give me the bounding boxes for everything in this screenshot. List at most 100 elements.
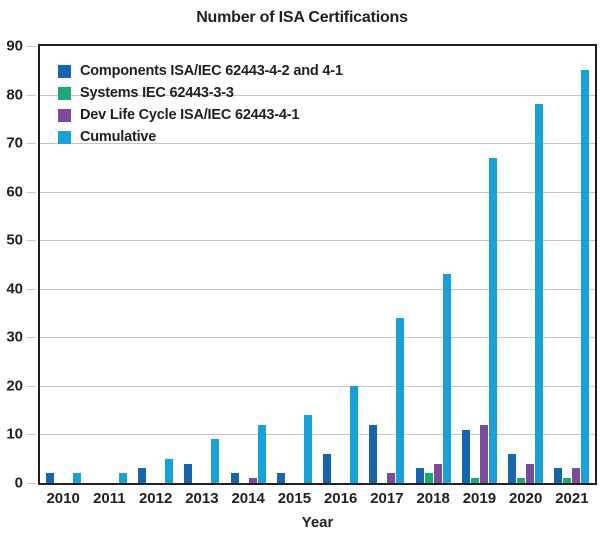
legend-swatch-icon xyxy=(58,108,71,122)
bar xyxy=(138,468,147,483)
legend-item: Cumulative xyxy=(58,129,343,145)
bar xyxy=(350,385,359,483)
bar-group-2015 xyxy=(271,46,317,483)
y-axis-tick-label: 40 xyxy=(6,280,23,298)
bar xyxy=(424,473,433,483)
x-axis-tick-label: 2018 xyxy=(416,490,450,507)
gridline xyxy=(40,94,595,96)
legend: Components ISA/IEC 62443-4-2 and 4-1 Syst… xyxy=(58,63,343,151)
bar xyxy=(387,473,396,483)
bar-group-2020 xyxy=(503,46,549,483)
bar-group-2011 xyxy=(86,46,132,483)
x-axis-tick-label: 2011 xyxy=(93,490,126,507)
legend-label: Systems IEC 62443-3-3 xyxy=(80,85,234,101)
bar-group-2016 xyxy=(318,46,364,483)
bar xyxy=(257,424,266,483)
legend-swatch-icon xyxy=(58,130,71,144)
x-axis-tick-label: 2010 xyxy=(46,490,80,507)
y-axis-tick-mark xyxy=(27,94,36,96)
y-axis-tick-label: 50 xyxy=(6,231,23,249)
y-axis-tick-mark xyxy=(27,385,36,387)
y-axis-tick-mark xyxy=(27,483,36,484)
legend-label: Dev Life Cycle ISA/IEC 62443-4-1 xyxy=(80,107,300,123)
bar xyxy=(211,439,220,483)
bars-layer xyxy=(40,46,595,483)
bar xyxy=(303,415,312,483)
y-axis-tick-label: 10 xyxy=(6,425,23,443)
gridline xyxy=(40,288,595,290)
legend-label: Cumulative xyxy=(80,129,157,145)
y-axis-tick-mark xyxy=(27,143,36,145)
gridline xyxy=(40,434,595,436)
y-axis-tick-label: 0 xyxy=(14,474,23,492)
legend-item: Components ISA/IEC 62443-4-2 and 4-1 xyxy=(58,63,343,79)
y-axis-tick-mark xyxy=(27,191,36,193)
gridline xyxy=(40,385,595,387)
x-axis-tick-label: 2015 xyxy=(277,490,312,507)
y-axis: 0 10 20 30 40 50 60 70 80 90 xyxy=(0,38,36,492)
x-axis-tick-label: 2017 xyxy=(370,490,404,507)
bar-group-2010 xyxy=(40,46,86,483)
bar xyxy=(248,478,257,483)
x-axis-tick-label: 2016 xyxy=(323,490,358,507)
bar-group-2017 xyxy=(364,46,410,483)
y-axis-tick-mark xyxy=(27,46,36,47)
bar xyxy=(442,274,451,483)
bar xyxy=(508,453,517,483)
bar xyxy=(517,478,526,483)
x-axis-tick-label: 2012 xyxy=(138,490,173,507)
bar xyxy=(488,157,497,483)
bar-group-2021 xyxy=(549,46,595,483)
gridline xyxy=(40,143,595,145)
x-axis: 2010 2011 2012 2013 2014 2015 2016 2017 2018 2019… xyxy=(40,490,595,507)
plot-area: Components ISA/IEC 62443-4-2 and 4-1 Syst… xyxy=(38,44,597,485)
bar xyxy=(535,104,544,483)
bar xyxy=(415,468,424,483)
x-axis-tick-label: 2019 xyxy=(462,490,497,507)
bar xyxy=(554,468,563,483)
y-axis-tick-label: 20 xyxy=(6,377,23,395)
bar xyxy=(165,458,174,483)
bar xyxy=(118,473,127,483)
y-axis-tick-label: 80 xyxy=(6,86,23,104)
legend-swatch-icon xyxy=(58,86,71,100)
bar xyxy=(572,468,581,483)
bar xyxy=(433,463,442,483)
bar-group-2019 xyxy=(456,46,502,483)
y-axis-tick-label: 30 xyxy=(6,328,23,346)
bar xyxy=(323,453,332,483)
x-axis-title: Year xyxy=(301,514,334,531)
bar xyxy=(184,463,193,483)
chart-title: Number of ISA Certifications xyxy=(196,9,408,26)
bar xyxy=(563,478,572,483)
bar-group-2014 xyxy=(225,46,271,483)
bar-group-2018 xyxy=(410,46,456,483)
bar xyxy=(72,473,81,483)
bar xyxy=(396,317,405,483)
bar xyxy=(461,429,470,483)
y-axis-tick-label: 60 xyxy=(6,183,23,201)
gridline xyxy=(40,337,595,339)
legend-swatch-icon xyxy=(58,64,71,78)
bar xyxy=(369,424,378,483)
gridline xyxy=(40,191,595,193)
bar-group-2013 xyxy=(179,46,225,483)
bar xyxy=(276,473,285,483)
legend-item: Dev Life Cycle ISA/IEC 62443-4-1 xyxy=(58,107,343,123)
bar xyxy=(526,463,535,483)
bar xyxy=(230,473,239,483)
y-axis-tick-label: 70 xyxy=(6,134,23,152)
x-axis-tick-label: 2014 xyxy=(231,490,265,507)
x-axis-tick-label: 2021 xyxy=(555,490,589,507)
x-axis-tick-label: 2013 xyxy=(185,490,219,507)
y-axis-tick-mark xyxy=(27,240,36,242)
x-axis-tick-label: 2020 xyxy=(508,490,543,507)
y-axis-tick-label: 90 xyxy=(6,37,23,55)
legend-label: Components ISA/IEC 62443-4-2 and 4-1 xyxy=(80,63,343,79)
bar xyxy=(45,473,54,483)
legend-item: Systems IEC 62443-3-3 xyxy=(58,85,343,101)
y-axis-tick-mark xyxy=(27,288,36,290)
bar-group-2012 xyxy=(133,46,179,483)
bar xyxy=(479,424,488,483)
